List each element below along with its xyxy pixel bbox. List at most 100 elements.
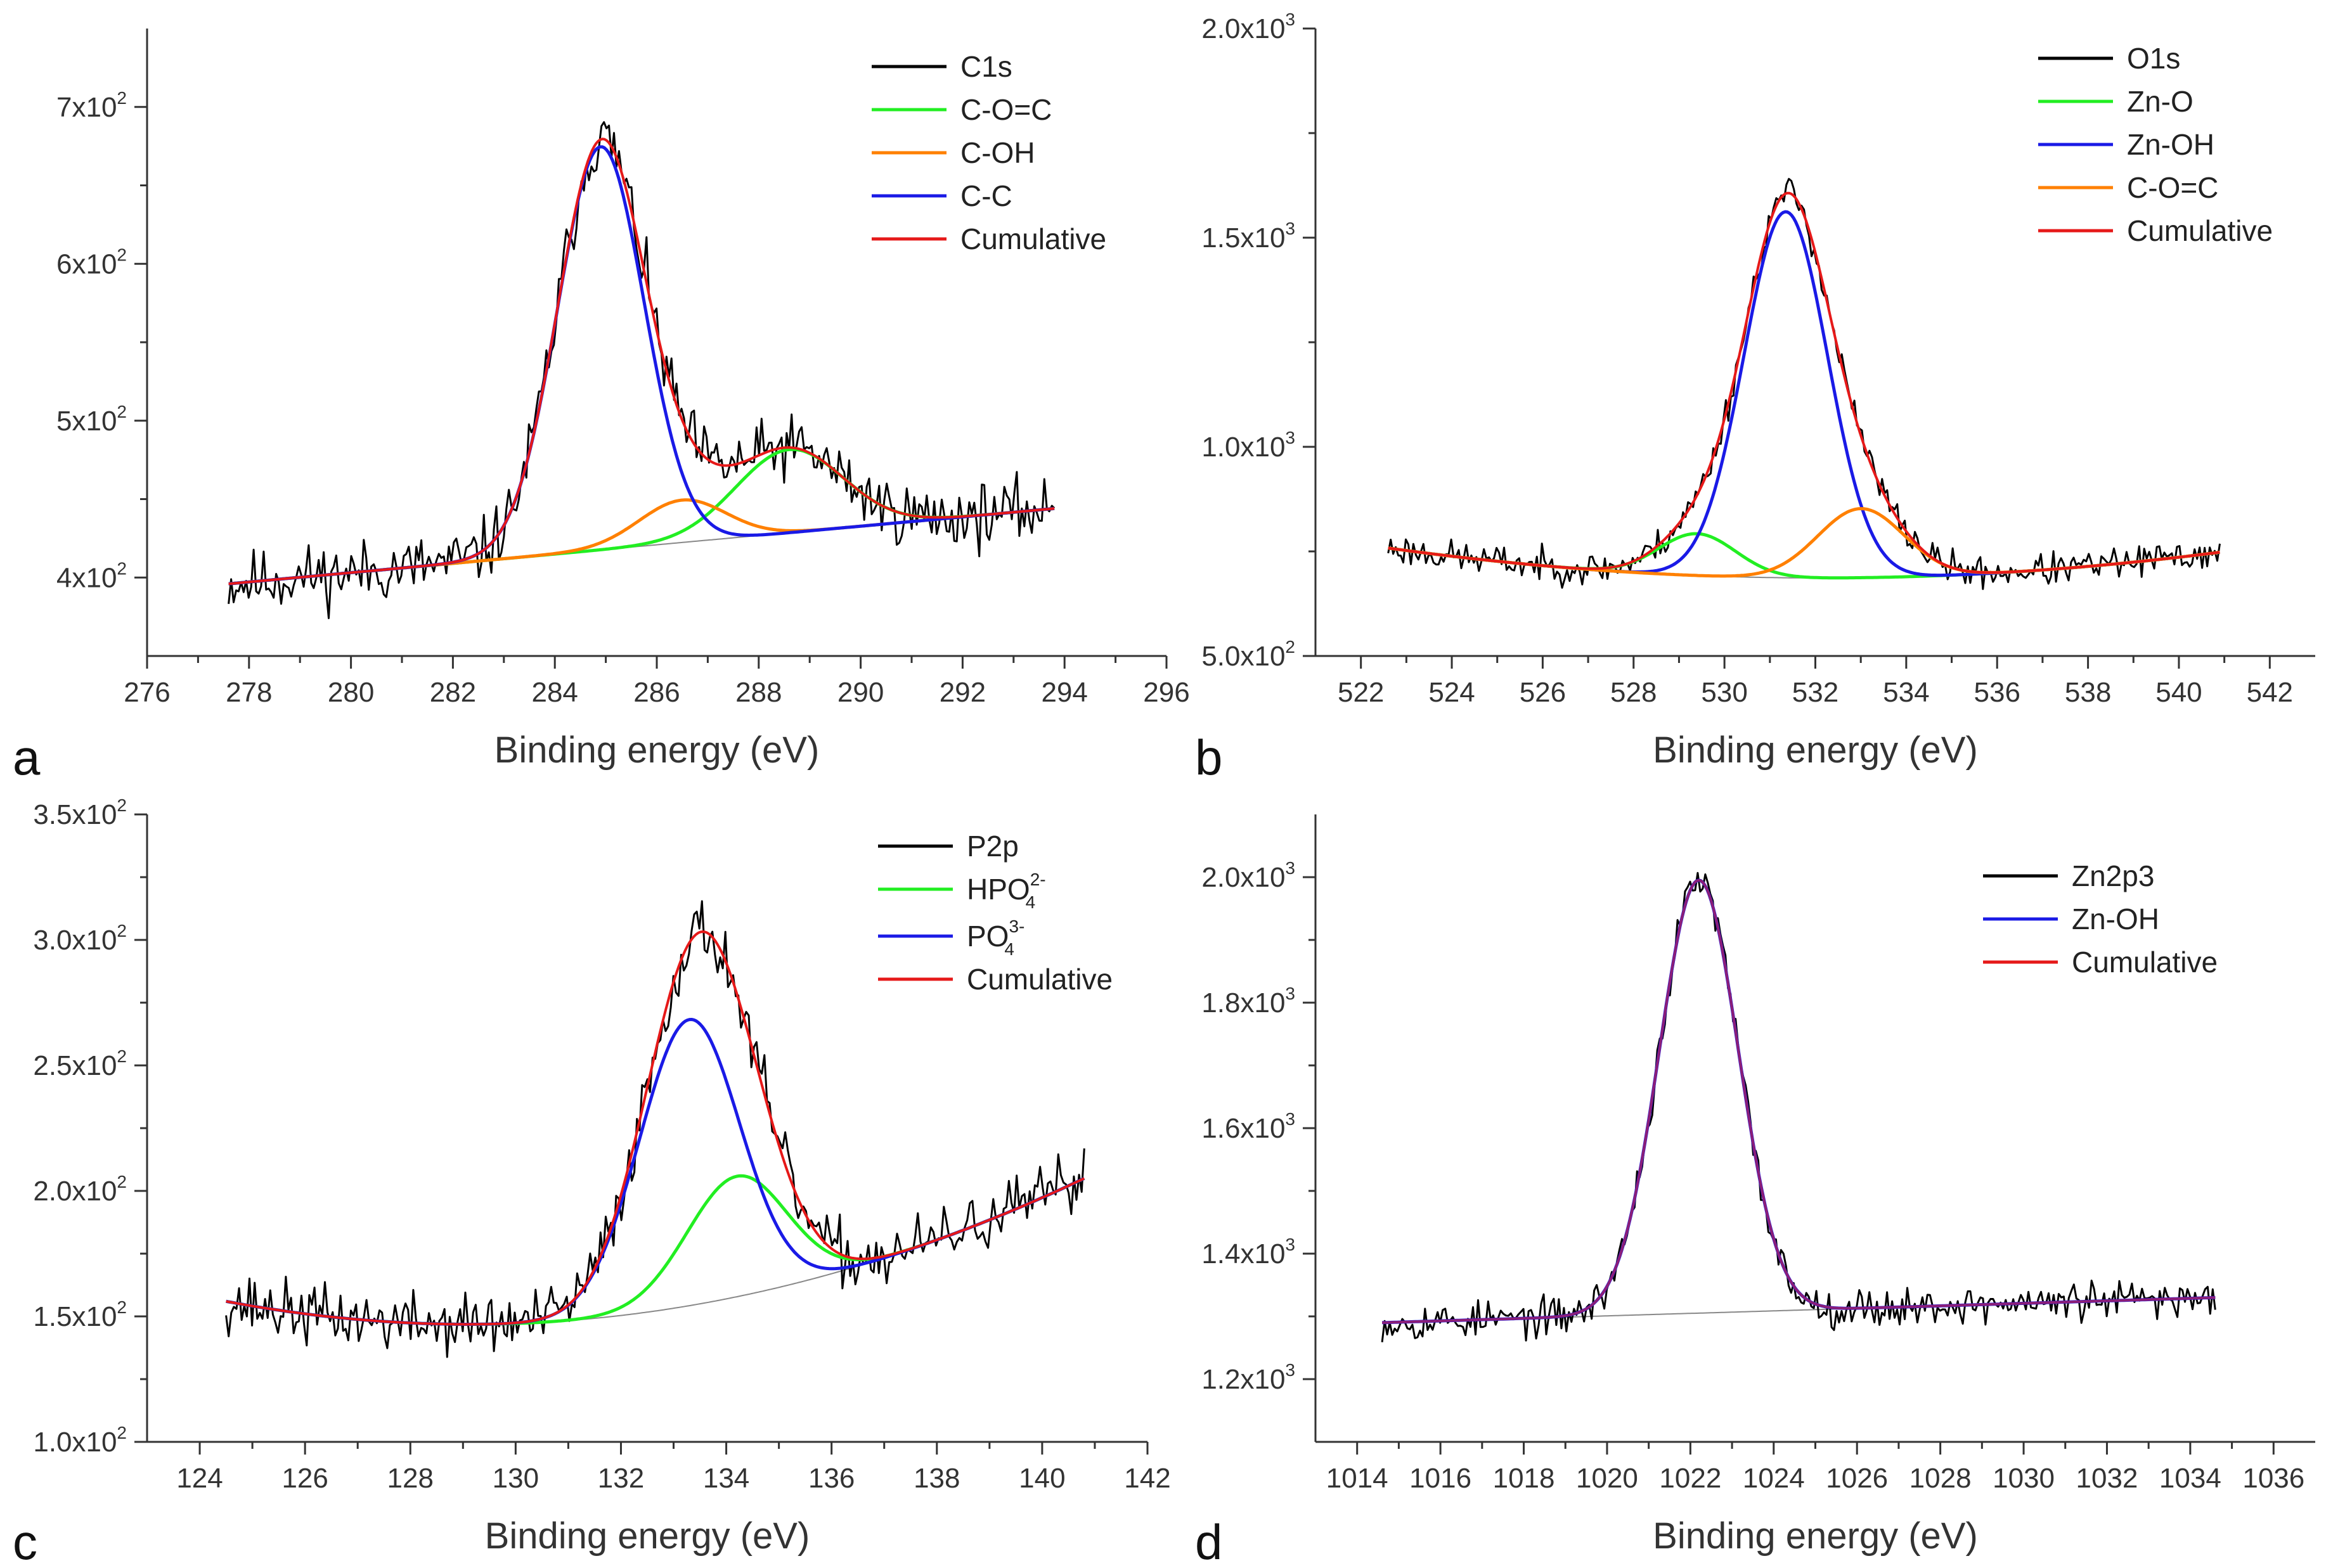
- panel-d: 1014 1016 1018 1020 1022 1024 1026 1028 1030 1032…: [1195, 814, 2315, 1568]
- x-tick-label: 1026: [1826, 1463, 1888, 1494]
- x-tick-label: 522: [1338, 677, 1384, 708]
- x-tick-label: 142: [1124, 1463, 1170, 1494]
- x-tick-label: 1024: [1743, 1463, 1805, 1494]
- x-tick-label: 280: [328, 677, 374, 708]
- x-tick-label: 1028: [1909, 1463, 1972, 1494]
- x-tick-label: 532: [1792, 677, 1838, 708]
- y-tick-label: 1.5x102: [33, 1297, 127, 1332]
- x-tick-label: 130: [493, 1463, 539, 1494]
- x-tick-label: 288: [735, 677, 782, 708]
- y-tick-label: 3.0x102: [33, 921, 127, 956]
- x-tick-label: 534: [1883, 677, 1929, 708]
- x-tick-label: 134: [703, 1463, 749, 1494]
- legend-label: Cumulative: [2072, 946, 2218, 979]
- cumulative-fit: [1382, 878, 2216, 1324]
- x-tick-label: 536: [1974, 677, 2020, 708]
- x-tick-label: 292: [940, 677, 986, 708]
- y-tick-label: 1.4x103: [1201, 1235, 1295, 1269]
- y-tick-label: 5.0x102: [1201, 637, 1295, 672]
- x-tick-label: 530: [1701, 677, 1747, 708]
- x-tick-label: 124: [176, 1463, 223, 1494]
- x-tick-label: 128: [387, 1463, 434, 1494]
- x-tick-label: 278: [226, 677, 272, 708]
- x-tick-label: 1032: [2076, 1463, 2138, 1494]
- y-tick-label: 7x102: [56, 88, 127, 123]
- legend: O1s Zn-O Zn-OH C-O=C Cumulative: [2038, 42, 2273, 247]
- x-tick-label: 540: [2155, 677, 2202, 708]
- panel-letter: b: [1195, 729, 1222, 785]
- x-tick-label: 1018: [1493, 1463, 1555, 1494]
- y-tick-label: 1.8x103: [1201, 984, 1295, 1019]
- legend-label: Zn2p3: [2072, 859, 2154, 892]
- y-tick-label: 3.5x102: [33, 795, 127, 830]
- legend-label: Cumulative: [2127, 214, 2273, 247]
- legend-label: PO3-4: [967, 916, 1024, 959]
- legend-label: HPO2-4: [967, 870, 1046, 912]
- y-tick-label: 2.0x102: [33, 1172, 127, 1207]
- panel-b: 522 524 526 528 530 532 534 536 538 540 542 5.0x102…: [1195, 10, 2315, 785]
- legend-label: P2p: [967, 830, 1019, 863]
- x-tick-label: 286: [633, 677, 680, 708]
- x-tick-label: 528: [1610, 677, 1657, 708]
- y-tick-label: 1.6x103: [1201, 1109, 1295, 1144]
- x-tick-label: 294: [1041, 677, 1087, 708]
- legend-label: Zn-OH: [2072, 903, 2159, 935]
- legend-label: Cumulative: [967, 963, 1113, 996]
- legend-label: C1s: [960, 50, 1012, 83]
- x-tick-label: 1022: [1659, 1463, 1721, 1494]
- y-tick-label: 2.5x102: [33, 1046, 127, 1081]
- panel-letter: c: [13, 1514, 37, 1568]
- panel-c: 124 126 128 130 132 134 136 138 140 142 1.0x102 1.5…: [13, 795, 1171, 1568]
- x-tick-label: 138: [914, 1463, 960, 1494]
- cumulative-fit: [228, 138, 1055, 586]
- x-tick-label: 282: [430, 677, 476, 708]
- x-tick-label: 1036: [2242, 1463, 2304, 1494]
- x-tick-label: 1014: [1326, 1463, 1388, 1494]
- x-axis-label: Binding energy (eV): [485, 1515, 810, 1557]
- x-axis-label: Binding energy (eV): [1653, 1515, 1978, 1557]
- y-tick-label: 4x102: [56, 558, 127, 593]
- legend-label: Zn-O: [2127, 85, 2194, 118]
- panel-letter: a: [13, 729, 41, 785]
- x-tick-label: 1030: [1993, 1463, 2055, 1494]
- cumulative-fit: [1388, 191, 2220, 574]
- y-tick-label: 1.0x102: [33, 1423, 127, 1458]
- x-tick-label: 526: [1520, 677, 1566, 708]
- y-tick-label: 6x102: [56, 245, 127, 280]
- x-tick-label: 542: [2247, 677, 2293, 708]
- x-axis-label: Binding energy (eV): [494, 729, 820, 771]
- x-tick-label: 524: [1428, 677, 1475, 708]
- x-tick-label: 1020: [1576, 1463, 1638, 1494]
- x-axis-label: Binding energy (eV): [1653, 729, 1978, 771]
- legend-label: C-O=C: [2127, 171, 2218, 204]
- x-tick-label: 136: [808, 1463, 855, 1494]
- x-tick-label: 296: [1143, 677, 1189, 708]
- legend-label: C-C: [960, 179, 1012, 212]
- y-tick-label: 1.5x103: [1201, 219, 1295, 254]
- cumulative-fit: [226, 930, 1085, 1326]
- panel-a: 276 278 280 282 284 286 288 290 292 294 296 4x102 5x…: [13, 29, 1190, 785]
- panel-letter: d: [1195, 1514, 1222, 1568]
- y-tick-label: 2.0x103: [1201, 858, 1295, 893]
- x-tick-label: 538: [2065, 677, 2111, 708]
- y-tick-label: 2.0x103: [1201, 10, 1295, 44]
- x-tick-label: 132: [598, 1463, 644, 1494]
- legend: C1s C-O=C C-OH C-C Cumulative: [872, 50, 1106, 255]
- x-tick-label: 290: [837, 677, 884, 708]
- series-c1s: [228, 121, 1056, 619]
- legend: Zn2p3 Zn-OH Cumulative: [1983, 859, 2218, 979]
- y-tick-label: 1.2x103: [1201, 1360, 1295, 1395]
- x-tick-label: 1016: [1409, 1463, 1471, 1494]
- x-tick-label: 1034: [2159, 1463, 2221, 1494]
- y-tick-label: 5x102: [56, 402, 127, 437]
- y-tick-label: 1.0x103: [1201, 428, 1295, 463]
- legend-label: Zn-OH: [2127, 128, 2214, 161]
- series-zn2p3: [1381, 871, 2216, 1342]
- x-tick-label: 140: [1019, 1463, 1065, 1494]
- legend-label: O1s: [2127, 42, 2180, 75]
- x-tick-label: 284: [531, 677, 578, 708]
- x-tick-label: 126: [281, 1463, 328, 1494]
- legend-label: Cumulative: [960, 222, 1106, 255]
